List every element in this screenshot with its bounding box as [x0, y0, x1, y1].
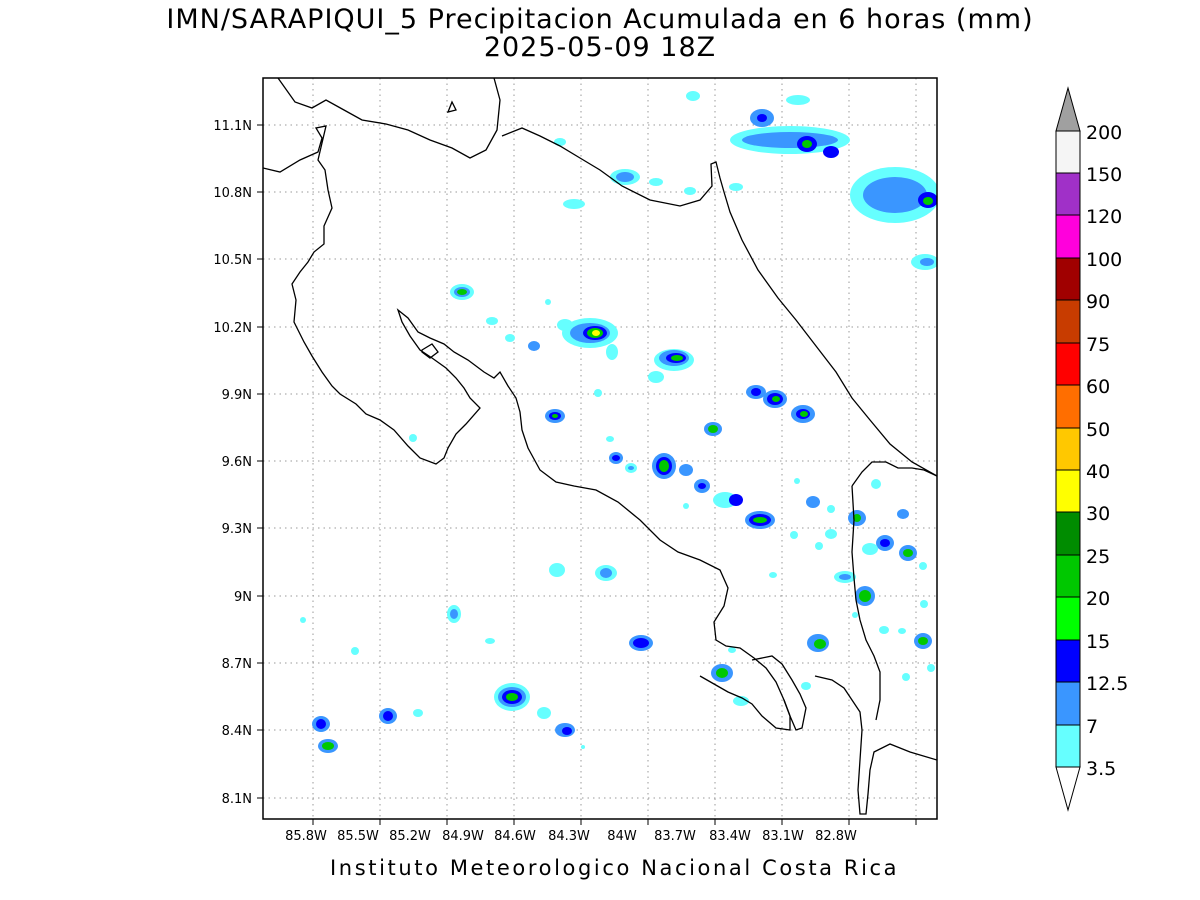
lon-tick-label: 83.1W: [762, 829, 804, 844]
lon-tick-label: 85.8W: [285, 829, 327, 844]
color-swatch: [1056, 470, 1080, 512]
legend-level-label: 50: [1086, 419, 1110, 441]
legend-level-label: 25: [1086, 546, 1110, 568]
colorbar: 200 150 120 100 90 75 60 50 40 30 25 20 …: [1055, 86, 1128, 812]
legend-level-label: 7: [1086, 716, 1098, 738]
precipitation-areas: [300, 91, 937, 753]
lon-tick-label: 82.8W: [815, 829, 857, 844]
map-title: IMN/SARAPIQUI_5 Precipitacion Acumulada …: [166, 4, 1034, 35]
legend-level-label: 200: [1086, 122, 1122, 144]
legend-level-label: 90: [1086, 291, 1110, 313]
lat-tick-label: 10.2N: [213, 321, 252, 336]
lon-tick-label: 83.4W: [709, 829, 751, 844]
legend-level-label: 12.5: [1086, 673, 1128, 695]
latitude-axis: 11.1N 10.8N 10.5N 10.2N 9.9N 9.6N 9.3N 9…: [213, 119, 252, 807]
color-swatch: [1056, 428, 1080, 470]
lat-tick-label: 8.7N: [222, 657, 252, 672]
footer-credit: Instituto Meteorologico Nacional Costa R…: [330, 856, 900, 880]
color-swatch: [1056, 343, 1080, 385]
lon-tick-label: 84.6W: [494, 829, 536, 844]
lon-tick-label: 83.7W: [654, 829, 696, 844]
lon-tick-label: 84.3W: [548, 829, 590, 844]
color-swatch: [1056, 597, 1080, 640]
color-swatch: [1056, 300, 1080, 343]
lat-tick-label: 9.6N: [222, 455, 252, 470]
lon-tick-label: 84.9W: [442, 829, 484, 844]
lat-tick-label: 9.9N: [222, 388, 252, 403]
legend-level-label: 100: [1086, 249, 1122, 271]
legend-level-label: 75: [1086, 334, 1110, 356]
color-swatch: [1056, 555, 1080, 597]
color-swatch: [1056, 512, 1080, 555]
color-swatch: [1056, 682, 1080, 725]
lon-tick-label: 85.5W: [337, 829, 379, 844]
grid: [263, 78, 937, 819]
longitude-axis: 85.8W 85.5W 85.2W 84.9W 84.6W 84.3W 84W …: [285, 829, 857, 844]
color-swatch: [1056, 385, 1080, 428]
legend-level-label: 3.5: [1086, 758, 1116, 780]
color-swatch: [1056, 258, 1080, 300]
legend-level-label: 30: [1086, 503, 1110, 525]
coastline: [263, 78, 937, 815]
lat-tick-label: 9N: [234, 590, 252, 605]
lat-tick-label: 10.8N: [213, 186, 252, 201]
lon-tick-label: 84W: [607, 829, 637, 844]
colorbar-under-triangle: [1055, 766, 1081, 812]
lat-ticks: [257, 124, 917, 825]
map-date: 2025-05-09 18Z: [483, 32, 717, 63]
legend-level-label: 15: [1086, 631, 1110, 653]
color-swatch: [1056, 173, 1080, 215]
legend-level-label: 60: [1086, 376, 1110, 398]
legend-level-label: 150: [1086, 164, 1122, 186]
lat-tick-label: 10.5N: [213, 253, 252, 268]
legend-level-label: 120: [1086, 206, 1122, 228]
color-swatch: [1056, 131, 1080, 173]
lat-tick-label: 11.1N: [213, 119, 252, 134]
color-swatch: [1056, 640, 1080, 682]
lon-tick-label: 85.2W: [389, 829, 431, 844]
lat-tick-label: 8.1N: [222, 792, 252, 807]
map-frame: [262, 77, 938, 820]
color-swatch: [1056, 215, 1080, 258]
lat-tick-label: 9.3N: [222, 522, 252, 537]
legend-level-label: 20: [1086, 588, 1110, 610]
legend-level-label: 40: [1086, 461, 1110, 483]
colorbar-over-triangle: [1055, 86, 1081, 132]
color-swatch: [1056, 725, 1080, 767]
lat-tick-label: 8.4N: [222, 724, 252, 739]
